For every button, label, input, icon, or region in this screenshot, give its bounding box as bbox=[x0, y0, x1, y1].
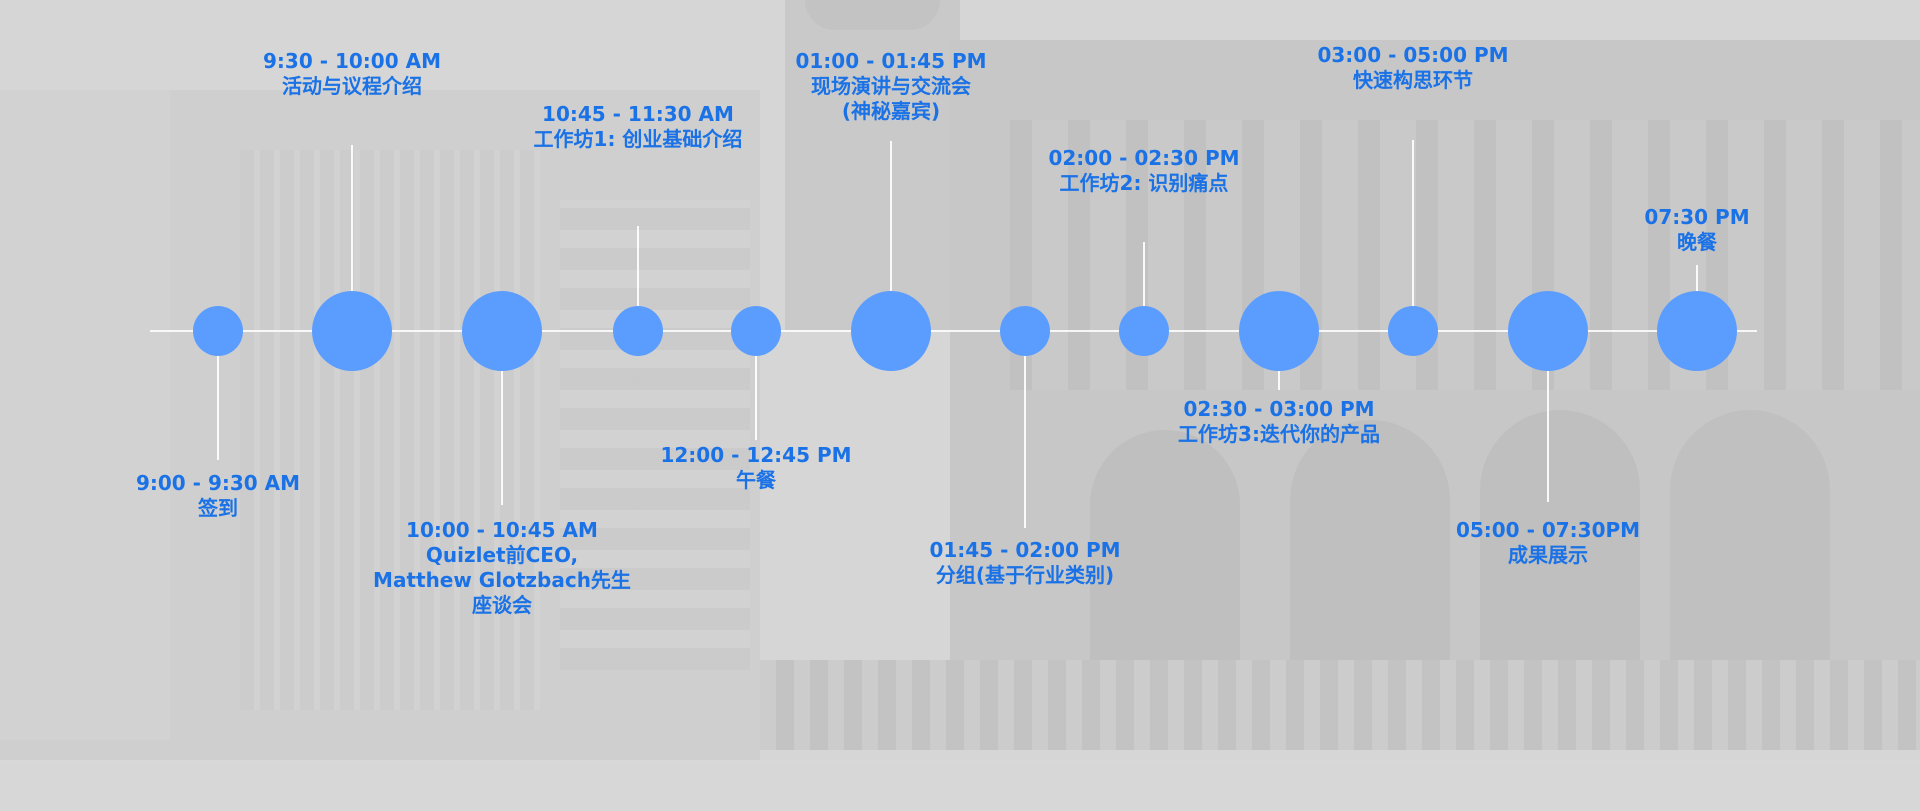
bg-arch-2 bbox=[1290, 420, 1450, 670]
event-node bbox=[1657, 291, 1737, 371]
event-title: 成果展示 bbox=[1508, 543, 1588, 567]
event-time: 12:00 - 12:45 PM bbox=[660, 443, 852, 467]
event-node bbox=[1508, 291, 1588, 371]
event-connector bbox=[351, 145, 353, 331]
event-title: (神秘嘉宾) bbox=[841, 99, 941, 123]
event-title: 工作坊2: 识别痛点 bbox=[1059, 171, 1229, 195]
event-node bbox=[462, 291, 542, 371]
bg-building-left-windows bbox=[560, 200, 750, 670]
bg-arch-1 bbox=[1090, 430, 1240, 670]
event-connector bbox=[637, 226, 639, 331]
bg-arch-4 bbox=[1670, 410, 1830, 670]
event-time: 9:00 - 9:30 AM bbox=[135, 471, 301, 495]
event-connector bbox=[755, 331, 757, 440]
event-node bbox=[1239, 291, 1319, 371]
bg-clock-tower-top bbox=[805, 0, 940, 30]
event-label: 12:00 - 12:45 PM 午餐 bbox=[606, 443, 906, 493]
event-node bbox=[1388, 306, 1438, 356]
event-connector bbox=[217, 331, 219, 460]
event-label: 02:30 - 03:00 PM 工作坊3:迭代你的产品 bbox=[1129, 397, 1429, 447]
event-time: 9:30 - 10:00 AM bbox=[263, 49, 441, 73]
event-label: 9:00 - 9:30 AM 签到 bbox=[68, 471, 368, 521]
event-title: 快速构思环节 bbox=[1353, 68, 1473, 92]
event-time: 01:00 - 01:45 PM bbox=[795, 49, 987, 73]
event-title: 分组(基于行业类别) bbox=[935, 563, 1115, 587]
event-time: 03:00 - 05:00 PM bbox=[1317, 43, 1509, 67]
event-title: 晚餐 bbox=[1677, 230, 1717, 254]
bg-arch-3 bbox=[1480, 410, 1640, 670]
event-time: 02:30 - 03:00 PM bbox=[1183, 397, 1375, 421]
event-connector bbox=[1547, 331, 1549, 502]
event-title: 工作坊3:迭代你的产品 bbox=[1178, 422, 1380, 446]
event-node bbox=[1000, 306, 1050, 356]
event-label: 10:45 - 11:30 AM 工作坊1: 创业基础介绍 bbox=[488, 102, 788, 152]
event-title: 活动与议程介绍 bbox=[282, 74, 422, 98]
event-time: 01:45 - 02:00 PM bbox=[929, 538, 1121, 562]
event-title: 现场演讲与交流会 bbox=[811, 74, 971, 98]
bg-building-left-facade bbox=[240, 150, 540, 710]
event-time: 10:45 - 11:30 AM bbox=[542, 102, 734, 126]
event-node bbox=[851, 291, 931, 371]
event-title: 午餐 bbox=[736, 468, 776, 492]
event-time: 07:30 PM bbox=[1644, 205, 1750, 229]
event-node bbox=[731, 306, 781, 356]
event-node bbox=[312, 291, 392, 371]
event-title: 座谈会 bbox=[472, 593, 532, 617]
event-label: 01:45 - 02:00 PM 分组(基于行业类别) bbox=[875, 538, 1175, 588]
bg-ground bbox=[0, 760, 1920, 811]
event-title: Quizlet前CEO, bbox=[425, 543, 579, 567]
event-title: 签到 bbox=[198, 496, 238, 520]
event-connector bbox=[1412, 140, 1414, 331]
event-connector bbox=[890, 141, 892, 331]
event-label: 05:00 - 07:30PM 成果展示 bbox=[1398, 518, 1698, 568]
event-node bbox=[193, 306, 243, 356]
event-connector bbox=[501, 331, 503, 505]
event-connector bbox=[1143, 242, 1145, 331]
event-time: 05:00 - 07:30PM bbox=[1455, 518, 1641, 542]
bg-clock-tower bbox=[785, 0, 960, 330]
bg-building-left-tower bbox=[0, 90, 170, 740]
event-label: 03:00 - 05:00 PM 快速构思环节 bbox=[1263, 43, 1563, 93]
event-connector bbox=[1024, 331, 1026, 528]
event-label: 9:30 - 10:00 AM 活动与议程介绍 bbox=[202, 49, 502, 99]
event-node bbox=[613, 306, 663, 356]
event-label: 02:00 - 02:30 PM 工作坊2: 识别痛点 bbox=[994, 146, 1294, 196]
event-label: 07:30 PM 晚餐 bbox=[1547, 205, 1847, 255]
bg-balustrade bbox=[760, 660, 1920, 750]
event-time: 02:00 - 02:30 PM bbox=[1048, 146, 1240, 170]
event-label: 01:00 - 01:45 PM 现场演讲与交流会 (神秘嘉宾) bbox=[741, 49, 1041, 124]
event-title: 工作坊1: 创业基础介绍 bbox=[533, 127, 743, 151]
timeline-axis bbox=[150, 330, 1757, 332]
event-time: 10:00 - 10:45 AM bbox=[406, 518, 598, 542]
event-node bbox=[1119, 306, 1169, 356]
event-label: 10:00 - 10:45 AM Quizlet前CEO, Matthew Glot… bbox=[352, 518, 652, 618]
event-title: Matthew Glotzbach先生 bbox=[373, 568, 631, 592]
